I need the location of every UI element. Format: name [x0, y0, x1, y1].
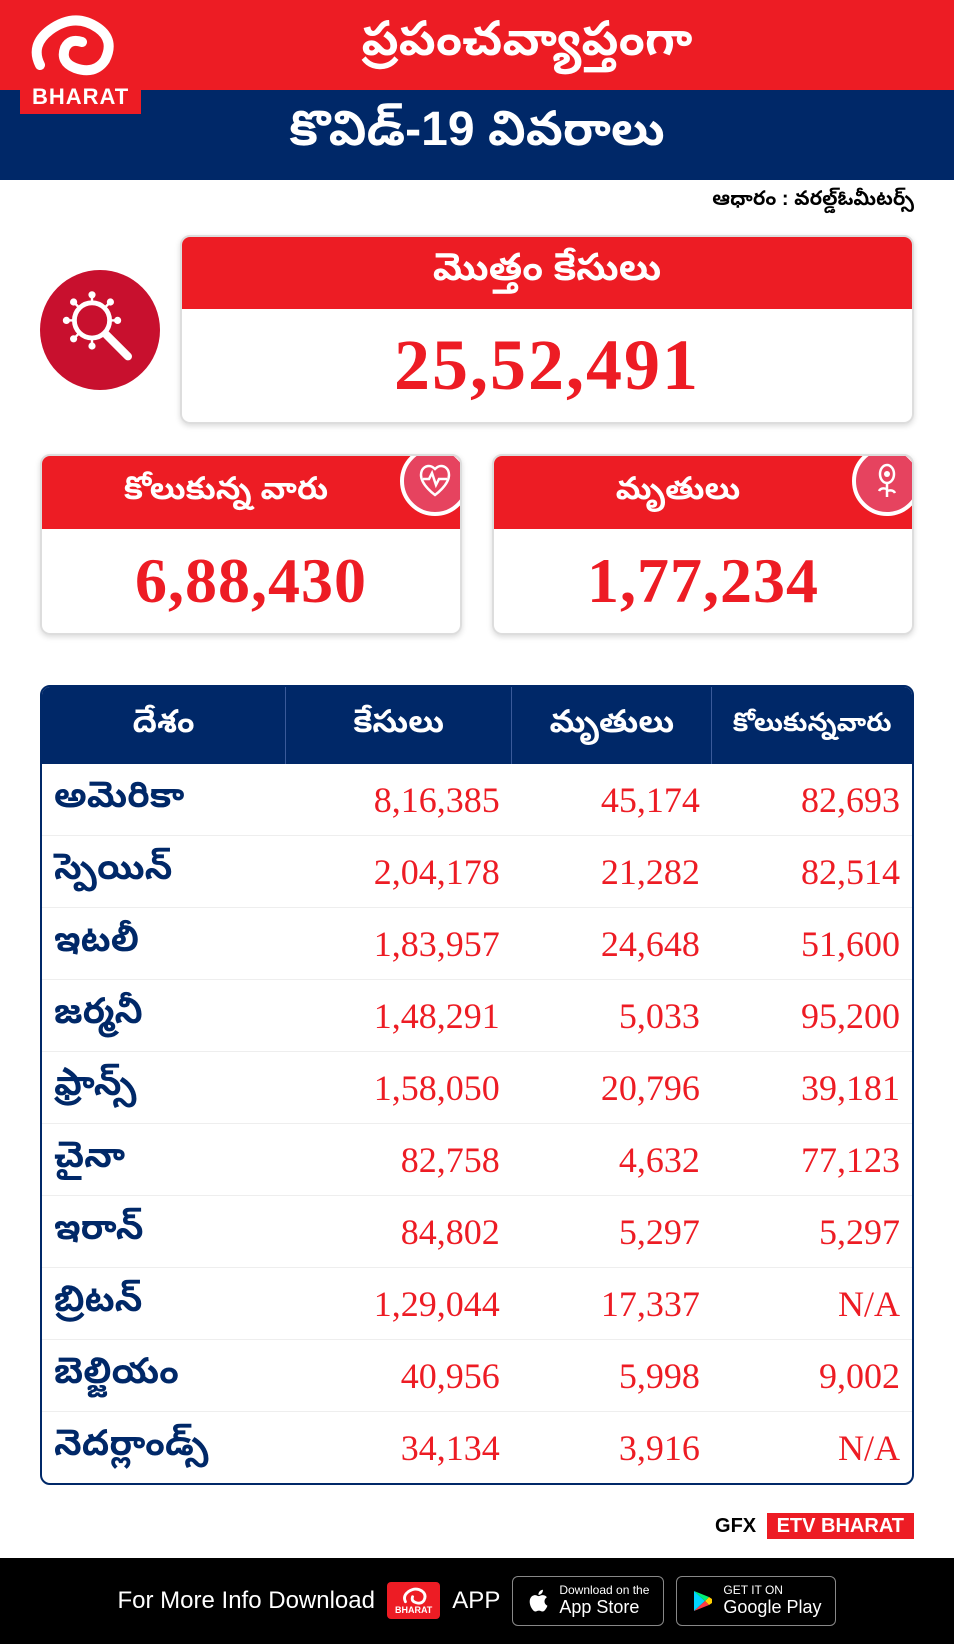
virus-search-icon	[40, 270, 160, 390]
value-cell: 20,796	[512, 1052, 712, 1124]
title-line-2: కొవిడ్-19 వివరాలు	[289, 102, 665, 169]
play-icon	[691, 1589, 715, 1613]
value-cell: 21,282	[512, 836, 712, 908]
footer-brand-logo: BHARAT	[387, 1582, 440, 1619]
table-header-cell: కోలుకున్నవారు	[712, 687, 912, 764]
play-small: GET IT ON	[723, 1583, 821, 1597]
value-cell: 45,174	[512, 764, 712, 836]
table-row: బ్రిటన్1,29,04417,337N/A	[42, 1268, 912, 1340]
appstore-badge[interactable]: Download on theApp Store	[512, 1576, 664, 1626]
value-cell: 24,648	[512, 908, 712, 980]
appstore-small: Download on the	[559, 1583, 649, 1597]
country-cell: బ్రిటన్	[42, 1268, 286, 1340]
apple-icon	[527, 1589, 551, 1613]
footer-logo-text: BHARAT	[395, 1606, 432, 1615]
value-cell: 82,693	[712, 764, 912, 836]
value-cell: 5,998	[512, 1340, 712, 1412]
country-cell: ఫ్రాన్స్	[42, 1052, 286, 1124]
summary-stats: మొత్తం కేసులు 25,52,491 కోలుకున్న వారు 6…	[0, 235, 954, 655]
logo-text: BHARAT	[20, 80, 141, 114]
gfx-label: GFX	[715, 1515, 756, 1537]
recovered-card: కోలుకున్న వారు 6,88,430	[40, 454, 462, 635]
value-cell: 1,48,291	[286, 980, 512, 1052]
country-cell: స్పెయిన్	[42, 836, 286, 908]
recovered-value: 6,88,430	[42, 529, 460, 633]
value-cell: 4,632	[512, 1124, 712, 1196]
gfx-credit: GFX ETV BHARAT	[0, 1505, 954, 1558]
googleplay-badge[interactable]: GET IT ONGoogle Play	[676, 1576, 836, 1626]
footer-text-post: APP	[452, 1587, 500, 1615]
table-header-cell: దేశం	[42, 687, 286, 764]
country-cell: చైనా	[42, 1124, 286, 1196]
value-cell: 5,297	[512, 1196, 712, 1268]
two-stat-row: కోలుకున్న వారు 6,88,430 మృతులు 1,77,234	[40, 454, 914, 635]
table-row: స్పెయిన్2,04,17821,28282,514	[42, 836, 912, 908]
country-cell: అమెరికా	[42, 764, 286, 836]
deaths-value: 1,77,234	[494, 529, 912, 633]
value-cell: 1,29,044	[286, 1268, 512, 1340]
country-cell: జర్మనీ	[42, 980, 286, 1052]
table-row: చైనా82,7584,63277,123	[42, 1124, 912, 1196]
brand-logo: BHARAT	[20, 10, 141, 114]
play-big: Google Play	[723, 1597, 821, 1619]
value-cell: 77,123	[712, 1124, 912, 1196]
value-cell: 2,04,178	[286, 836, 512, 908]
value-cell: 17,337	[512, 1268, 712, 1340]
title-line-1: ప్రపంచవ్యాప్తంగా	[361, 12, 692, 79]
table-header-cell: కేసులు	[286, 687, 512, 764]
deaths-card: మృతులు 1,77,234	[492, 454, 914, 635]
value-cell: 40,956	[286, 1340, 512, 1412]
header-navy-band: కొవిడ్-19 వివరాలు	[0, 90, 954, 180]
value-cell: 3,916	[512, 1412, 712, 1484]
total-cases-label: మొత్తం కేసులు	[182, 237, 912, 309]
logo-swirl-icon	[20, 10, 120, 80]
value-cell: 34,134	[286, 1412, 512, 1484]
value-cell: 82,514	[712, 836, 912, 908]
value-cell: N/A	[712, 1412, 912, 1484]
recovered-label: కోలుకున్న వారు	[42, 456, 460, 529]
value-cell: 5,033	[512, 980, 712, 1052]
total-cases-card: మొత్తం కేసులు 25,52,491	[180, 235, 914, 424]
source-credit: ఆధారం : వరల్డ్‌ఓమీటర్స్	[0, 180, 954, 235]
table-row: ఇరాన్84,8025,2975,297	[42, 1196, 912, 1268]
total-cases-row: మొత్తం కేసులు 25,52,491	[40, 235, 914, 424]
deaths-label: మృతులు	[494, 456, 912, 529]
value-cell: 39,181	[712, 1052, 912, 1124]
table-row: ఫ్రాన్స్1,58,05020,79639,181	[42, 1052, 912, 1124]
table-row: బెల్జియం40,9565,9989,002	[42, 1340, 912, 1412]
table-header-row: దేశంకేసులుమృతులుకోలుకున్నవారు	[42, 687, 912, 764]
value-cell: 84,802	[286, 1196, 512, 1268]
total-cases-value: 25,52,491	[182, 309, 912, 422]
table-header-cell: మృతులు	[512, 687, 712, 764]
appstore-big: App Store	[559, 1597, 649, 1619]
value-cell: 9,002	[712, 1340, 912, 1412]
gfx-brand: ETV BHARAT	[767, 1513, 914, 1539]
country-cell: ఇటలీ	[42, 908, 286, 980]
footer-text-pre: For More Info Download	[118, 1587, 375, 1615]
value-cell: 82,758	[286, 1124, 512, 1196]
value-cell: 95,200	[712, 980, 912, 1052]
header-red-band: BHARAT ప్రపంచవ్యాప్తంగా	[0, 0, 954, 90]
country-cell: నెదర్లాండ్స్	[42, 1412, 286, 1484]
country-cell: ఇరాన్	[42, 1196, 286, 1268]
table-row: జర్మనీ1,48,2915,03395,200	[42, 980, 912, 1052]
value-cell: 1,83,957	[286, 908, 512, 980]
country-cell: బెల్జియం	[42, 1340, 286, 1412]
country-table: దేశంకేసులుమృతులుకోలుకున్నవారు అమెరికా8,1…	[40, 685, 914, 1485]
value-cell: 8,16,385	[286, 764, 512, 836]
value-cell: 5,297	[712, 1196, 912, 1268]
table-row: అమెరికా8,16,38545,17482,693	[42, 764, 912, 836]
table-body: అమెరికా8,16,38545,17482,693స్పెయిన్2,04,…	[42, 764, 912, 1483]
table-row: నెదర్లాండ్స్34,1343,916N/A	[42, 1412, 912, 1484]
value-cell: N/A	[712, 1268, 912, 1340]
footer-bar: For More Info Download BHARAT APP Downlo…	[0, 1558, 954, 1644]
value-cell: 1,58,050	[286, 1052, 512, 1124]
value-cell: 51,600	[712, 908, 912, 980]
table-row: ఇటలీ1,83,95724,64851,600	[42, 908, 912, 980]
